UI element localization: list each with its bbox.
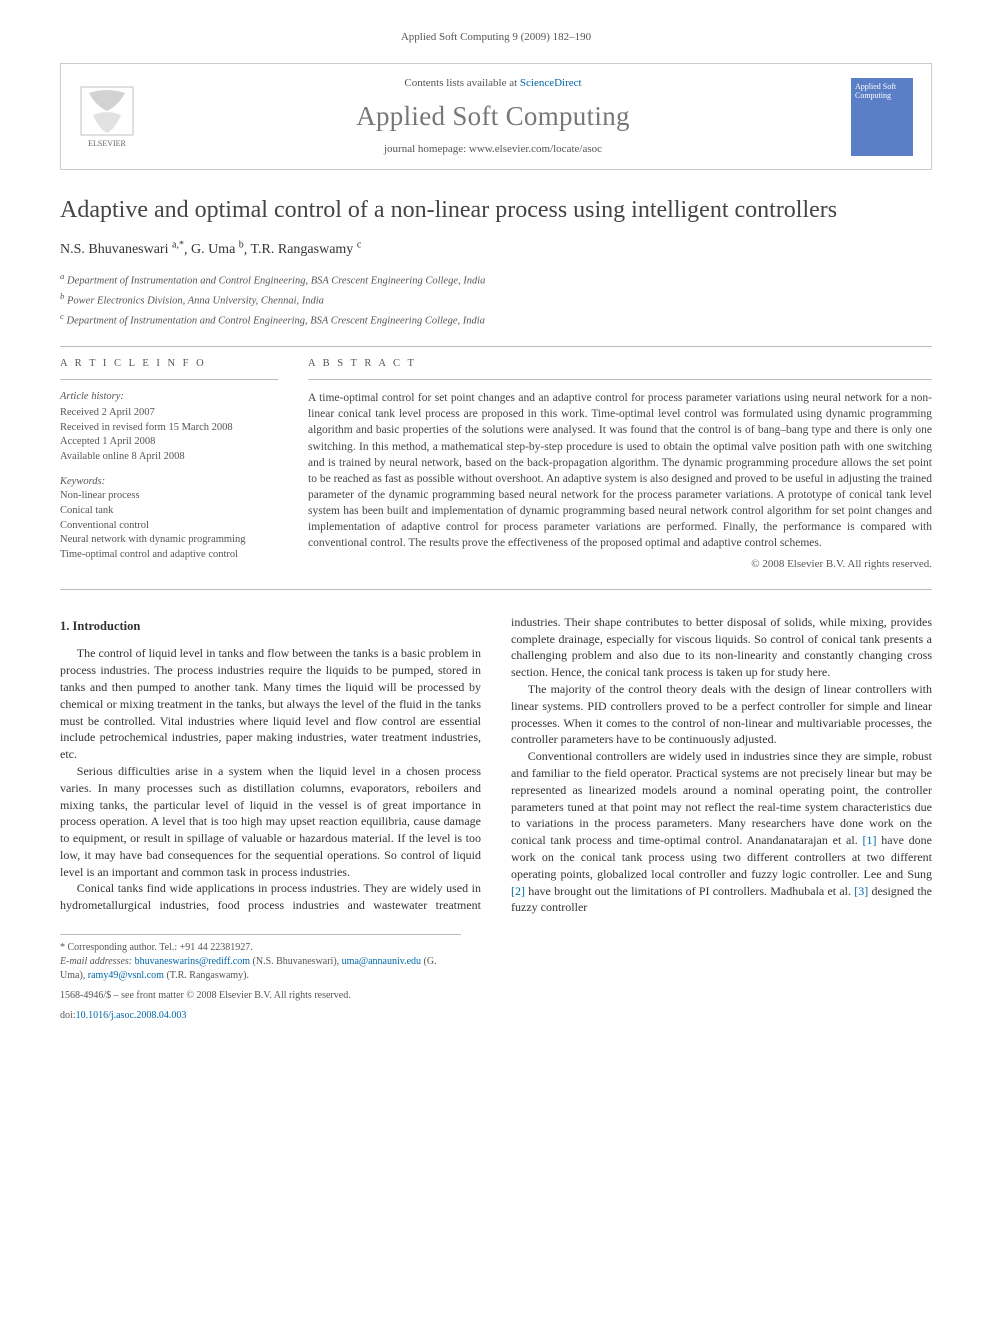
intro-p5: Conventional controllers are widely used…: [511, 748, 932, 916]
intro-p2: Serious difficulties arise in a system w…: [60, 763, 481, 881]
ref-link-1[interactable]: [1]: [862, 833, 876, 847]
info-divider-1: [60, 379, 278, 380]
history-revised: Received in revised form 15 March 2008: [60, 421, 278, 436]
footnotes: * Corresponding author. Tel.: +91 44 223…: [60, 934, 461, 983]
keyword-5: Time-optimal control and adaptive contro…: [60, 548, 278, 563]
email-1-who: (N.S. Bhuvaneswari): [253, 956, 337, 967]
keywords-label: Keywords:: [60, 475, 278, 490]
authors-line: N.S. Bhuvaneswari a,*, G. Uma b, T.R. Ra…: [60, 239, 932, 260]
keyword-1: Non-linear process: [60, 489, 278, 504]
affiliations: a Department of Instrumentation and Cont…: [60, 270, 932, 330]
email-3-who: (T.R. Rangaswamy): [166, 970, 246, 981]
journal-cover-icon: Applied Soft Computing: [851, 78, 913, 156]
keyword-4: Neural network with dynamic programming: [60, 533, 278, 548]
email-1[interactable]: bhuvaneswarins@rediff.com: [135, 956, 250, 967]
history-online: Available online 8 April 2008: [60, 450, 278, 465]
running-head: Applied Soft Computing 9 (2009) 182–190: [60, 30, 932, 45]
author-3: T.R. Rangaswamy c: [251, 242, 362, 257]
intro-p4: The majority of the control theory deals…: [511, 681, 932, 748]
divider-2: [60, 589, 932, 590]
abstract-copyright: © 2008 Elsevier B.V. All rights reserved…: [308, 557, 932, 572]
contents-prefix: Contents lists available at: [404, 77, 519, 89]
article-history: Article history: Received 2 April 2007 R…: [60, 390, 278, 464]
doi-line: doi:10.1016/j.asoc.2008.04.003: [60, 1009, 932, 1023]
abstract-panel: A B S T R A C T A time-optimal control f…: [308, 357, 932, 573]
front-matter-line: 1568-4946/$ – see front matter © 2008 El…: [60, 989, 932, 1003]
history-accepted: Accepted 1 April 2008: [60, 435, 278, 450]
sciencedirect-link[interactable]: ScienceDirect: [520, 77, 582, 89]
history-label: Article history:: [60, 390, 278, 405]
email-2[interactable]: uma@annauniv.edu: [342, 956, 421, 967]
keywords-block: Keywords: Non-linear process Conical tan…: [60, 475, 278, 563]
email-3[interactable]: ramy49@vsnl.com: [88, 970, 164, 981]
article-info-heading: A R T I C L E I N F O: [60, 357, 278, 372]
elsevier-logo-icon: ELSEVIER: [79, 85, 135, 149]
abstract-text: A time-optimal control for set point cha…: [308, 390, 932, 551]
doi-link[interactable]: 10.1016/j.asoc.2008.04.003: [76, 1010, 187, 1021]
ref-link-2[interactable]: [2]: [511, 884, 525, 898]
svg-text:ELSEVIER: ELSEVIER: [88, 139, 126, 148]
keyword-3: Conventional control: [60, 519, 278, 534]
email-label: E-mail addresses:: [60, 956, 135, 967]
journal-name: Applied Soft Computing: [135, 98, 851, 136]
journal-homepage: journal homepage: www.elsevier.com/locat…: [135, 142, 851, 157]
header-center: Contents lists available at ScienceDirec…: [135, 76, 851, 157]
abstract-heading: A B S T R A C T: [308, 357, 932, 372]
intro-p1: The control of liquid level in tanks and…: [60, 645, 481, 763]
keyword-2: Conical tank: [60, 504, 278, 519]
section-1-heading: 1. Introduction: [60, 618, 481, 636]
affiliation-b: b Power Electronics Division, Anna Unive…: [60, 290, 932, 309]
ref-link-3[interactable]: [3]: [854, 884, 868, 898]
divider: [60, 346, 932, 347]
author-2: G. Uma b: [191, 242, 244, 257]
body-columns: 1. Introduction The control of liquid le…: [60, 614, 932, 916]
journal-header-box: ELSEVIER Contents lists available at Sci…: [60, 63, 932, 170]
affiliation-c: c Department of Instrumentation and Cont…: [60, 310, 932, 329]
email-line: E-mail addresses: bhuvaneswarins@rediff.…: [60, 955, 461, 983]
contents-available-line: Contents lists available at ScienceDirec…: [135, 76, 851, 91]
affiliation-a: a Department of Instrumentation and Cont…: [60, 270, 932, 289]
corresponding-author: * Corresponding author. Tel.: +91 44 223…: [60, 941, 461, 955]
article-info-panel: A R T I C L E I N F O Article history: R…: [60, 357, 278, 573]
history-received: Received 2 April 2007: [60, 406, 278, 421]
author-1: N.S. Bhuvaneswari a,*: [60, 242, 184, 257]
abstract-divider: [308, 379, 932, 380]
header-left: ELSEVIER: [79, 85, 135, 149]
article-title: Adaptive and optimal control of a non-li…: [60, 196, 932, 225]
info-abstract-row: A R T I C L E I N F O Article history: R…: [60, 357, 932, 573]
